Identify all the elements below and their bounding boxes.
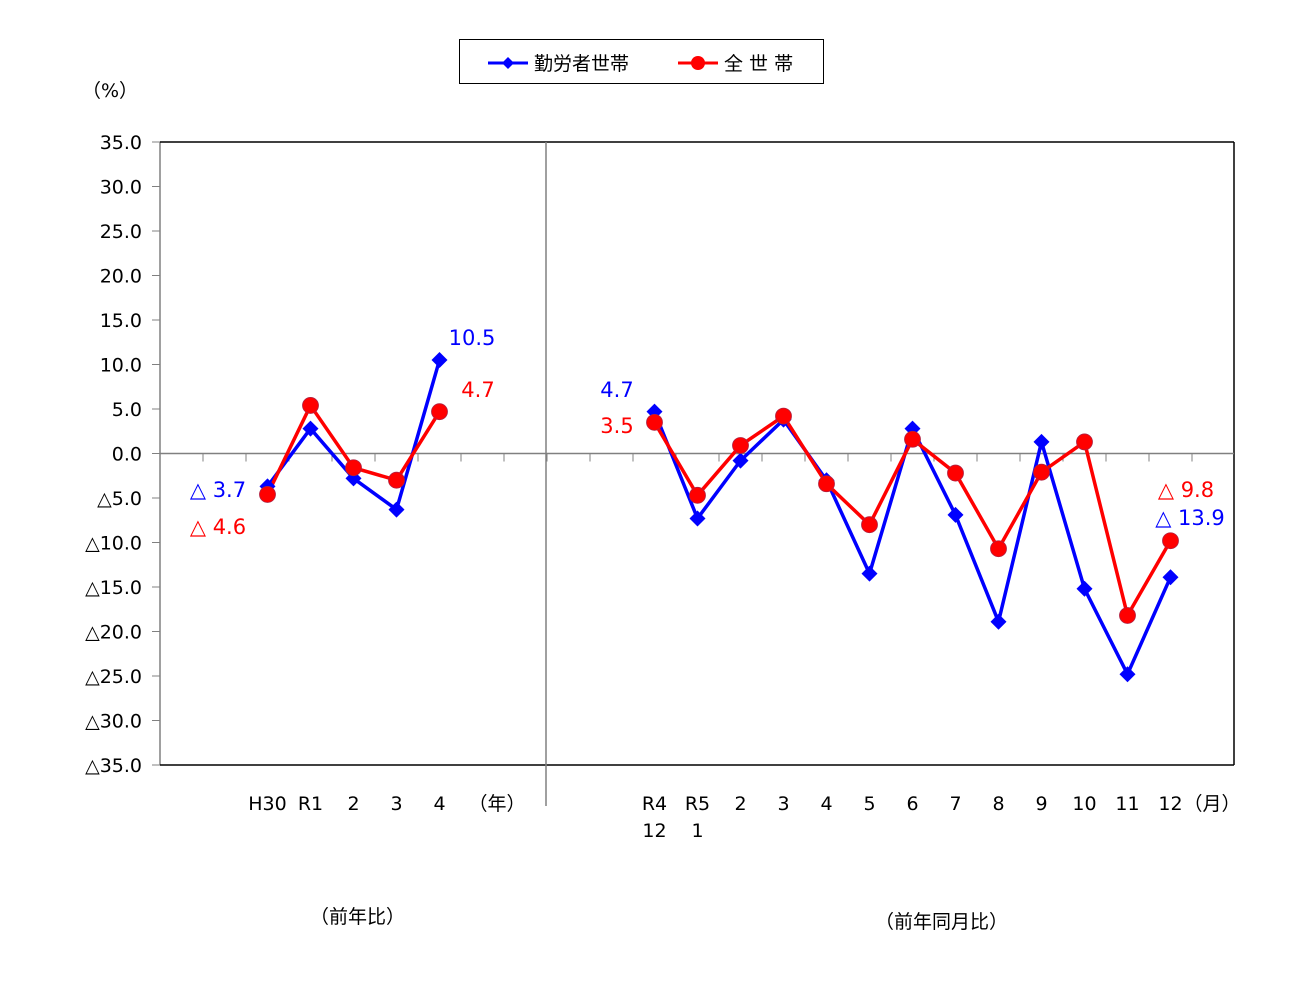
circle-marker-icon bbox=[345, 459, 362, 477]
circle-marker-icon bbox=[775, 407, 792, 425]
x-tick-label: 6 bbox=[906, 793, 918, 815]
x-tick-label: H30 bbox=[248, 793, 286, 815]
series-group bbox=[259, 352, 1179, 683]
y-tick-label: 30.0 bbox=[100, 177, 142, 199]
circle-marker-icon bbox=[691, 56, 705, 70]
x-tick-label: 12 bbox=[642, 820, 666, 842]
x-tick-label: 11 bbox=[1115, 793, 1139, 815]
circle-marker-icon bbox=[904, 430, 921, 448]
legend: 勤労者世帯 全 世 帯 bbox=[459, 39, 824, 84]
data-labels: 10.5 4.7 △ 3.7 △ 4.6 4.7 3.5 △ 9.8 △ 13.9 bbox=[190, 326, 1225, 539]
x-tick-label: 12 bbox=[1158, 793, 1182, 815]
y-tick-label: 10.0 bbox=[100, 355, 142, 377]
diamond-marker-icon bbox=[861, 565, 878, 582]
y-tick-label: 20.0 bbox=[100, 266, 142, 288]
x-suffix-month: （月） bbox=[1183, 793, 1240, 815]
diamond-marker-icon bbox=[1162, 569, 1179, 586]
x-tick-label: 5 bbox=[863, 793, 875, 815]
diamond-marker-icon bbox=[1119, 666, 1136, 683]
y-tick-label: △10.0 bbox=[85, 533, 142, 555]
circle-marker-icon bbox=[1119, 607, 1136, 624]
diamond-marker-icon bbox=[1076, 580, 1093, 597]
data-label: 10.5 bbox=[449, 326, 496, 350]
y-tick-label: △30.0 bbox=[85, 711, 142, 733]
diamond-marker-icon bbox=[502, 57, 514, 69]
y-tick-label: 15.0 bbox=[100, 310, 142, 332]
data-label: 4.7 bbox=[600, 378, 633, 402]
plot-frame bbox=[160, 141, 1235, 806]
data-label: △ 13.9 bbox=[1155, 506, 1225, 530]
series-line bbox=[652, 411, 1173, 679]
x-tick-label: 1 bbox=[691, 820, 703, 842]
circle-marker-icon bbox=[732, 437, 749, 454]
y-unit-label: （%） bbox=[82, 80, 138, 102]
y-tick-label: △5.0 bbox=[97, 488, 142, 510]
data-label: △ 4.6 bbox=[190, 515, 246, 539]
circle-marker-icon bbox=[861, 516, 878, 534]
y-tick-label: 5.0 bbox=[112, 399, 142, 421]
x-tick-label: 3 bbox=[777, 793, 789, 815]
diamond-marker-icon bbox=[388, 501, 405, 518]
diamond-marker-icon bbox=[431, 352, 448, 369]
x-suffix-year: （年） bbox=[468, 793, 525, 815]
y-tick-label: 25.0 bbox=[100, 221, 142, 243]
diamond-marker-icon bbox=[302, 420, 319, 437]
y-axis: 35.0 30.0 25.0 20.0 15.0 10.0 5.0 0.0 △5.0 △10.0 △… bbox=[85, 132, 161, 777]
legend-label-workers: 勤労者世帯 bbox=[534, 53, 629, 75]
circle-marker-icon bbox=[1076, 433, 1093, 451]
x-tick-label: 2 bbox=[347, 793, 359, 815]
circle-marker-icon bbox=[302, 397, 319, 414]
x-tick-label: 9 bbox=[1035, 793, 1047, 815]
circle-marker-icon bbox=[947, 464, 964, 482]
diamond-marker-icon bbox=[732, 452, 749, 469]
data-label: 3.5 bbox=[600, 414, 633, 438]
x-tick-label: R1 bbox=[298, 793, 323, 815]
left-panel-caption: （前年比） bbox=[310, 906, 405, 928]
data-label: △ 9.8 bbox=[1158, 478, 1214, 502]
x-tick-label: 4 bbox=[433, 793, 445, 815]
y-tick-label: △20.0 bbox=[85, 622, 142, 644]
circle-marker-icon bbox=[818, 475, 835, 493]
x-tick-label: 3 bbox=[390, 793, 402, 815]
diamond-marker-icon bbox=[990, 613, 1007, 630]
circle-marker-icon bbox=[646, 413, 663, 431]
x-tick-label: R4 bbox=[642, 793, 667, 815]
legend-item-workers: 勤労者世帯 bbox=[488, 53, 629, 75]
y-tick-label: △35.0 bbox=[85, 755, 142, 777]
x-tick-label: 7 bbox=[949, 793, 961, 815]
circle-marker-icon bbox=[689, 486, 706, 504]
x-tick-label: 2 bbox=[734, 793, 746, 815]
x-tick-label: R5 bbox=[685, 793, 710, 815]
circle-marker-icon bbox=[1162, 532, 1179, 550]
circle-marker-icon bbox=[259, 486, 276, 503]
diamond-marker-icon bbox=[1033, 433, 1050, 450]
diamond-marker-icon bbox=[689, 510, 706, 527]
circle-marker-icon bbox=[1033, 463, 1050, 481]
y-tick-label: △15.0 bbox=[85, 577, 142, 599]
diamond-marker-icon bbox=[947, 506, 964, 523]
y-tick-label: 0.0 bbox=[112, 444, 142, 466]
legend-label-all-households: 全 世 帯 bbox=[724, 53, 793, 75]
y-tick-label: △25.0 bbox=[85, 666, 142, 688]
right-panel-caption: （前年同月比） bbox=[875, 911, 1008, 933]
x-tick-label: 4 bbox=[820, 793, 832, 815]
data-label: 4.7 bbox=[461, 378, 494, 402]
series-line bbox=[266, 359, 442, 513]
legend-item-all-households: 全 世 帯 bbox=[678, 53, 793, 75]
data-label: △ 3.7 bbox=[190, 478, 246, 502]
x-tick-label: 10 bbox=[1072, 793, 1096, 815]
x-tick-label: 8 bbox=[992, 793, 1004, 815]
circle-marker-icon bbox=[431, 403, 448, 421]
circle-marker-icon bbox=[388, 471, 405, 489]
circle-marker-icon bbox=[990, 540, 1007, 558]
y-tick-label: 35.0 bbox=[100, 132, 142, 154]
